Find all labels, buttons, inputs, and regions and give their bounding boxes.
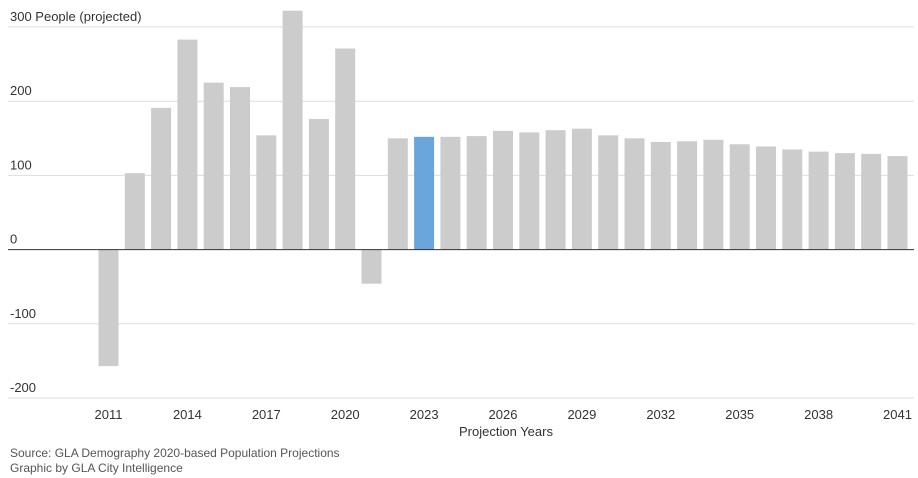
bar-2026 xyxy=(493,130,513,250)
bar-2034 xyxy=(703,139,724,250)
x-tick-label: 2038 xyxy=(804,407,833,422)
bar-2019 xyxy=(308,119,329,250)
x-tick-label: 2029 xyxy=(567,407,596,422)
x-tick-label: 2020 xyxy=(331,407,360,422)
bar-2032 xyxy=(650,142,671,250)
bar-2031 xyxy=(624,138,645,250)
x-axis-title: Projection Years xyxy=(459,424,553,439)
x-tick-label: 2023 xyxy=(410,407,439,422)
bar-2041 xyxy=(887,156,908,250)
bar-2011 xyxy=(98,249,119,367)
y-tick-label: -100 xyxy=(10,306,36,321)
bar-2013 xyxy=(151,107,172,250)
bar-2028 xyxy=(545,130,566,250)
bar-2022 xyxy=(387,138,408,250)
bar-2030 xyxy=(598,135,619,250)
y-tick-label: -200 xyxy=(10,380,36,395)
bar-2023 xyxy=(414,136,435,250)
bar-2038 xyxy=(808,151,829,250)
bar-2025 xyxy=(466,136,487,250)
bar-2020 xyxy=(335,48,356,250)
bar-2017 xyxy=(256,135,277,250)
bar-2039 xyxy=(834,153,855,250)
bar-2014 xyxy=(177,39,198,250)
bar-2024 xyxy=(440,136,461,250)
bars xyxy=(98,10,908,367)
x-axis-ticks: 2011 2014 2017 2020 2023 2026 2029 2032 2035 2038… xyxy=(95,407,912,422)
x-tick-label: 2035 xyxy=(725,407,754,422)
bar-2035 xyxy=(729,144,750,250)
bar-2016 xyxy=(230,87,250,250)
x-tick-label: 2011 xyxy=(95,407,123,422)
y-tick-label: 100 xyxy=(10,157,32,172)
x-tick-label: 2026 xyxy=(489,407,518,422)
bar-2015 xyxy=(203,82,224,250)
x-tick-label: 2014 xyxy=(173,407,202,422)
bar-2012 xyxy=(124,173,145,250)
bar-2018 xyxy=(282,10,303,250)
bar-2033 xyxy=(677,141,698,250)
bar-2037 xyxy=(782,149,803,250)
x-tick-label: 2041 xyxy=(883,407,912,422)
y-axis-ticks: -200 -100 0 100 200 300 People (projected) xyxy=(10,9,142,395)
bar-2029 xyxy=(571,128,592,250)
x-tick-label: 2017 xyxy=(252,407,281,422)
x-tick-label: 2032 xyxy=(646,407,675,422)
bar-2027 xyxy=(519,132,540,250)
bar-2040 xyxy=(861,153,882,250)
y-tick-label: 0 xyxy=(10,232,17,247)
y-tick-label: 200 xyxy=(10,83,32,98)
credit-note: Graphic by GLA City Intelligence xyxy=(10,461,183,475)
source-note: Source: GLA Demography 2020-based Popula… xyxy=(10,446,340,460)
bar-2036 xyxy=(756,146,776,250)
y-tick-label: 300 People (projected) xyxy=(10,9,142,24)
bar-2021 xyxy=(361,249,382,284)
